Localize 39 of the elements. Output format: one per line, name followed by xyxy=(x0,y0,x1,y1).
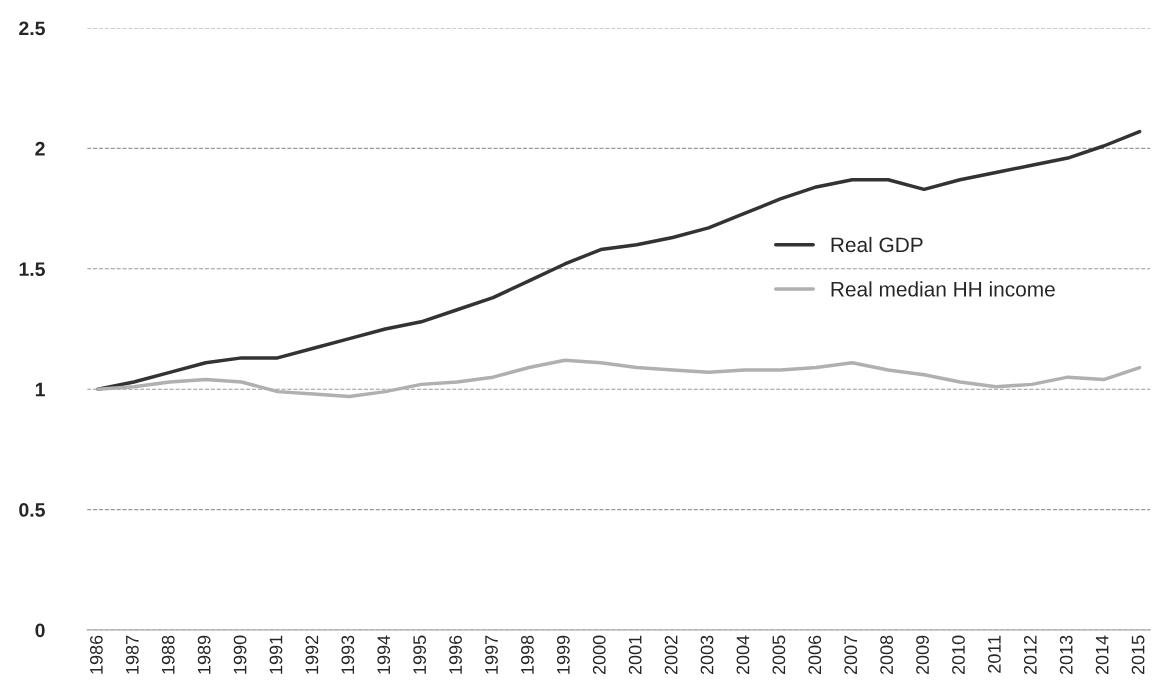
line-series xyxy=(96,358,1142,399)
y-tick-label: 1.5 xyxy=(19,262,45,277)
x-tick-label: 2010 xyxy=(952,635,965,675)
x-tick-label: 2004 xyxy=(736,635,750,675)
x-tick-label: 1989 xyxy=(197,635,211,674)
x-tick-label: 2009 xyxy=(916,635,929,675)
x-tick-label: 1995 xyxy=(413,635,427,674)
x-tick-label: 1991 xyxy=(269,635,283,674)
x-tick-label: 2000 xyxy=(592,635,606,675)
x-tick-label: 1994 xyxy=(377,635,391,674)
x-tick-label: 1987 xyxy=(125,635,139,674)
x-tick-label: 1996 xyxy=(449,635,462,674)
x-tick-label: 2015 xyxy=(1131,635,1145,675)
y-tick-label: 2 xyxy=(35,141,45,156)
y-tick-label: 0 xyxy=(35,623,45,638)
x-tick-label: 1998 xyxy=(521,635,534,674)
x-tick-label: 2006 xyxy=(808,635,822,675)
x-tick-label: 2012 xyxy=(1023,635,1037,675)
x-tick-label: 1988 xyxy=(161,635,175,674)
x-tick-label: 2001 xyxy=(628,635,642,675)
x-tick-label: 2014 xyxy=(1095,635,1109,675)
x-tick-label: 2002 xyxy=(664,635,678,675)
x-tick-label: 2013 xyxy=(1059,635,1073,675)
y-tick-label: 2.5 xyxy=(19,21,45,36)
x-tick-label: 1997 xyxy=(485,635,498,674)
x-tick-label: 2005 xyxy=(772,635,786,675)
x-tick-label: 1986 xyxy=(89,635,103,674)
x-tick-label: 2011 xyxy=(987,635,1001,673)
x-tick-label: 2007 xyxy=(844,635,858,675)
legend-label: Real GDP xyxy=(831,236,923,253)
x-tick-label: 1993 xyxy=(341,635,355,674)
x-tick-label: 1992 xyxy=(305,635,319,674)
y-tick-label: 1 xyxy=(35,382,45,397)
x-tick-label: 1990 xyxy=(233,635,247,674)
x-tick-label: 1999 xyxy=(556,635,570,674)
legend-label: Real median HH income xyxy=(831,281,1055,297)
y-tick-label: 0.5 xyxy=(19,503,45,517)
x-tick-label: 2008 xyxy=(880,635,894,675)
x-tick-label: 2003 xyxy=(700,635,714,675)
